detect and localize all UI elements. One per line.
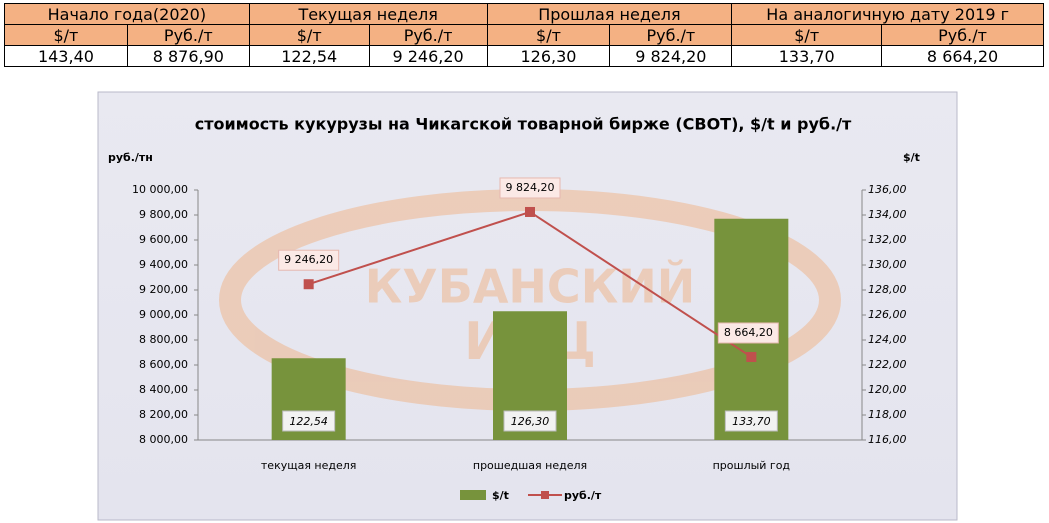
header-cell: Текущая неделя	[248, 3, 488, 25]
data-label-box	[717, 322, 779, 344]
y-tick-label: 8 600,00	[139, 358, 188, 371]
chart-title: стоимость кукурузы на Чикагской товарной…	[195, 115, 852, 134]
header-cell: Прошлая неделя	[486, 3, 733, 25]
data-label-box	[499, 177, 561, 199]
value-cell: 133,70	[731, 45, 883, 67]
subheader-cell: $/т	[486, 24, 611, 46]
value-cell: 122,54	[248, 45, 370, 67]
value-cell: 9 246,20	[368, 45, 488, 67]
value-cell: 8 664,20	[881, 45, 1044, 67]
legend-label: $/t	[492, 489, 509, 502]
y-tick-label: 8 800,00	[139, 333, 188, 346]
y2-tick-label: 136,00	[868, 183, 907, 196]
value-cell: 126,30	[486, 45, 611, 67]
marker	[525, 206, 535, 217]
y2-tick-label: 134,00	[868, 208, 907, 221]
data-label-box	[724, 410, 778, 432]
data-label: 122,54	[289, 415, 328, 428]
y-tick-label: 9 800,00	[139, 208, 188, 221]
watermark-text: КУБАНСКИЙ	[365, 260, 696, 314]
value-cell: 8 876,90	[126, 45, 250, 67]
subheader-row: $/т Руб./т $/т Руб./т $/т Руб./т $/т Руб./т	[4, 24, 1044, 46]
subheader-cell: Руб./т	[126, 24, 250, 46]
y-axis-label: руб./тн	[108, 151, 153, 164]
y2-tick-label: 128,00	[868, 283, 907, 296]
subheader-cell: $/т	[731, 24, 883, 46]
legend-swatch	[541, 491, 549, 499]
y2-tick-label: 122,00	[868, 358, 907, 371]
y2-tick-label: 132,00	[868, 233, 907, 246]
data-label: 8 664,20	[724, 326, 773, 339]
data-label-box	[278, 249, 340, 271]
y-tick-label: 8 000,00	[139, 433, 188, 446]
y-tick-label: 9 600,00	[139, 233, 188, 246]
data-label-box	[503, 410, 557, 432]
legend-swatch	[460, 490, 486, 500]
y-tick-label: 8 200,00	[139, 408, 188, 421]
x-tick-label: прошедшая неделя	[473, 459, 587, 472]
subheader-cell: Руб./т	[609, 24, 733, 46]
data-label: 133,70	[732, 415, 771, 428]
data-label: 9 246,20	[284, 253, 333, 266]
header-row: Начало года(2020) Текущая неделя Прошлая н…	[4, 3, 1044, 25]
y-tick-label: 9 400,00	[139, 258, 188, 271]
marker	[746, 351, 757, 362]
y2-tick-label: 118,00	[868, 408, 907, 421]
data-label: 126,30	[511, 415, 550, 428]
summary-table: Начало года(2020) Текущая неделя Прошлая н…	[4, 3, 1044, 67]
y-tick-label: 9 000,00	[139, 308, 188, 321]
y2-axis-label: $/t	[903, 151, 920, 164]
y2-tick-label: 124,00	[868, 333, 907, 346]
value-cell: 143,40	[4, 45, 128, 67]
subheader-cell: $/т	[4, 24, 128, 46]
y2-tick-label: 130,00	[868, 258, 907, 271]
subheader-cell: $/т	[248, 24, 370, 46]
data-label-box	[282, 410, 336, 432]
chart-area	[97, 91, 958, 521]
legend-label: руб./т	[564, 489, 602, 502]
y-tick-label: 9 200,00	[139, 283, 188, 296]
value-row: 143,40 8 876,90 122,54 9 246,20 126,30 9 824,…	[4, 45, 1044, 67]
y2-tick-label: 126,00	[868, 308, 907, 321]
y2-tick-label: 120,00	[868, 383, 907, 396]
header-cell: Начало года(2020)	[4, 3, 250, 25]
x-tick-label: текущая неделя	[261, 459, 357, 472]
y-tick-label: 8 400,00	[139, 383, 188, 396]
data-label: 9 824,20	[506, 181, 555, 194]
y-tick-label: 10 000,00	[132, 183, 188, 196]
y2-tick-label: 116,00	[868, 433, 907, 446]
value-cell: 9 824,20	[609, 45, 733, 67]
x-tick-label: прошлый год	[713, 459, 791, 472]
marker	[303, 279, 314, 290]
